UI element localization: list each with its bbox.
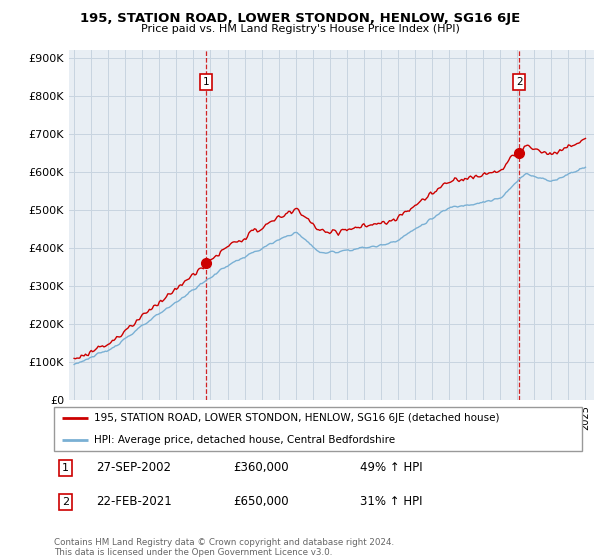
Text: £650,000: £650,000	[233, 496, 289, 508]
Text: 27-SEP-2002: 27-SEP-2002	[96, 461, 171, 474]
Text: 195, STATION ROAD, LOWER STONDON, HENLOW, SG16 6JE: 195, STATION ROAD, LOWER STONDON, HENLOW…	[80, 12, 520, 25]
Text: 22-FEB-2021: 22-FEB-2021	[96, 496, 172, 508]
Text: 2: 2	[62, 497, 69, 507]
Text: 1: 1	[203, 77, 209, 87]
Text: 49% ↑ HPI: 49% ↑ HPI	[360, 461, 423, 474]
Text: 2: 2	[516, 77, 523, 87]
Text: Contains HM Land Registry data © Crown copyright and database right 2024.
This d: Contains HM Land Registry data © Crown c…	[54, 538, 394, 557]
Text: £360,000: £360,000	[233, 461, 289, 474]
Text: HPI: Average price, detached house, Central Bedfordshire: HPI: Average price, detached house, Cent…	[94, 435, 395, 445]
Text: 1: 1	[62, 463, 69, 473]
Text: 31% ↑ HPI: 31% ↑ HPI	[360, 496, 423, 508]
Text: Price paid vs. HM Land Registry's House Price Index (HPI): Price paid vs. HM Land Registry's House …	[140, 24, 460, 34]
Text: 195, STATION ROAD, LOWER STONDON, HENLOW, SG16 6JE (detached house): 195, STATION ROAD, LOWER STONDON, HENLOW…	[94, 413, 499, 423]
